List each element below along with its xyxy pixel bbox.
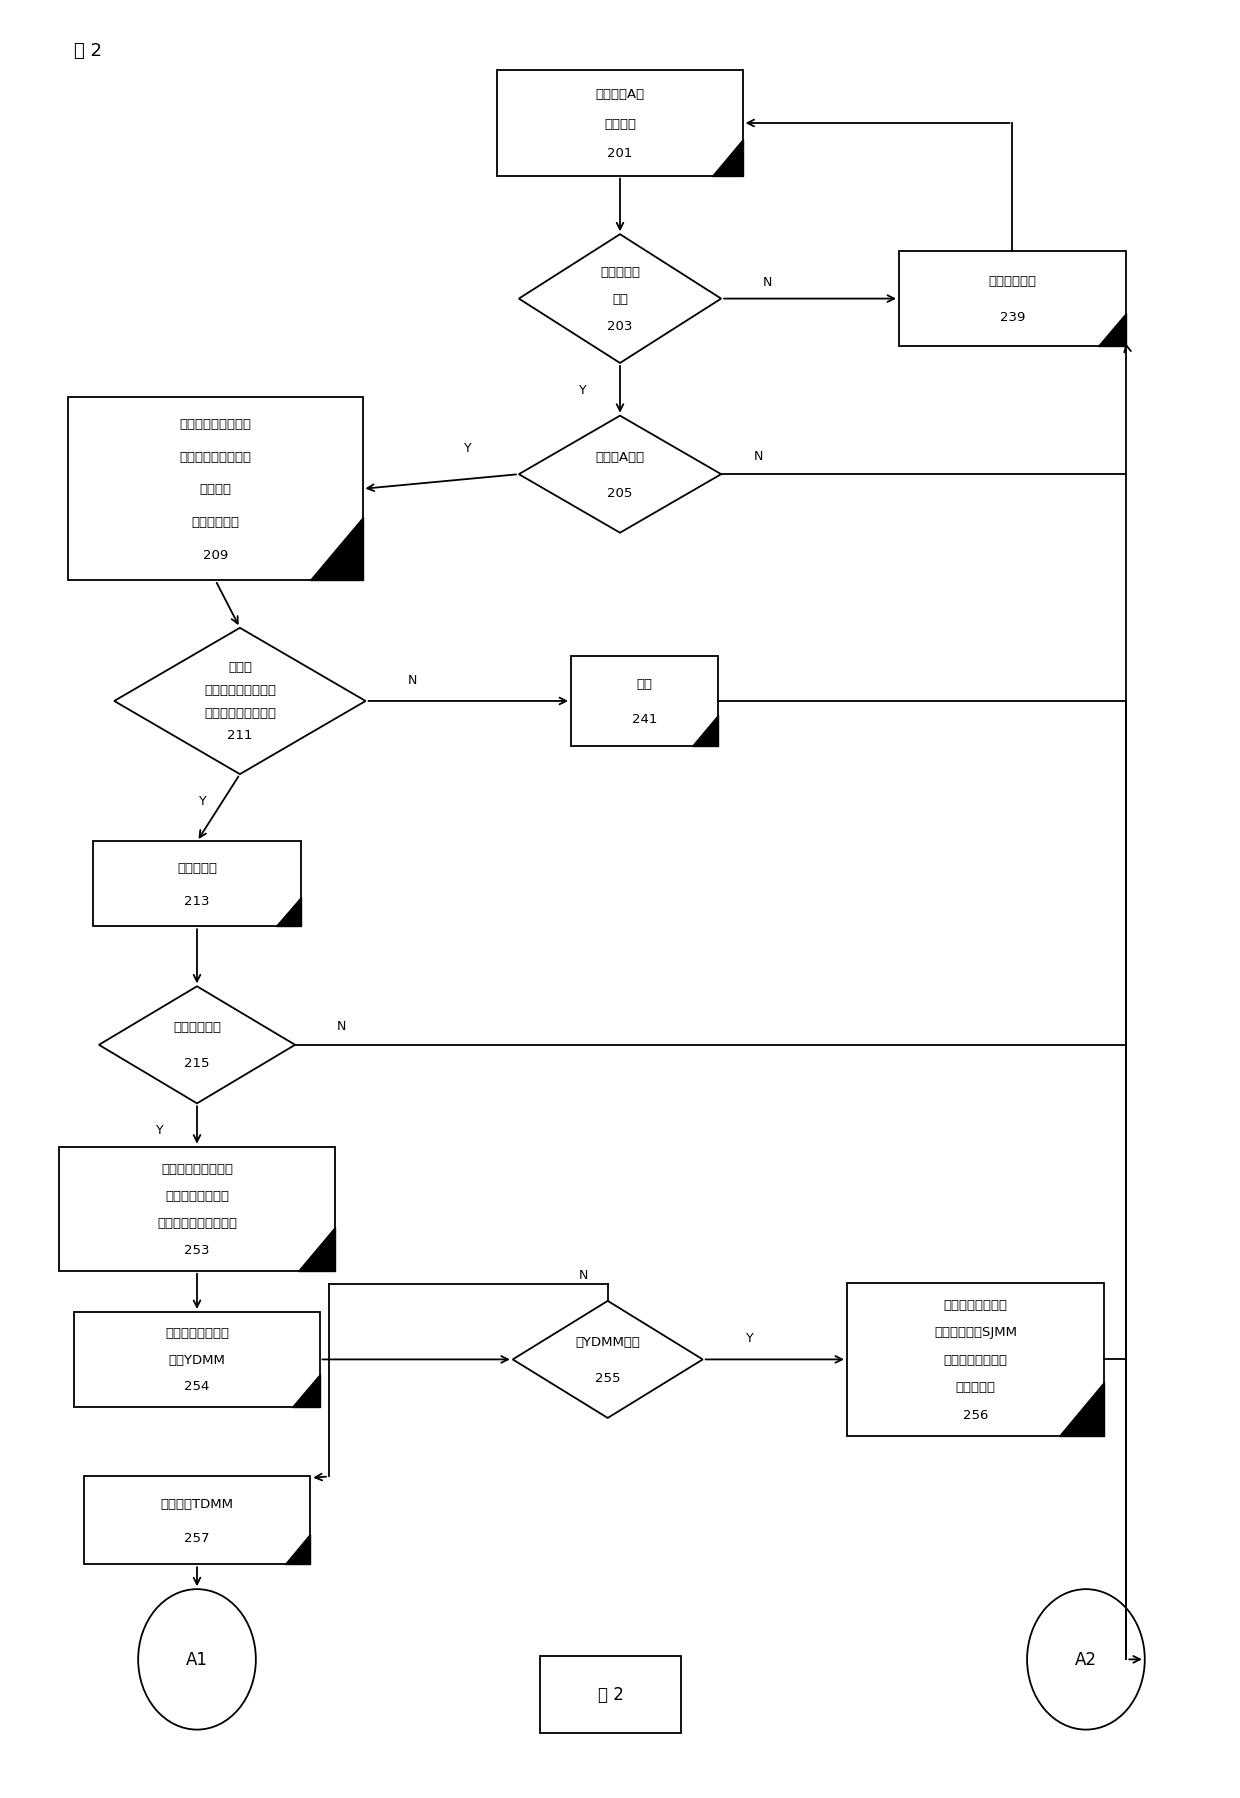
Text: 256: 256	[963, 1408, 988, 1420]
Polygon shape	[712, 140, 743, 176]
Text: 253: 253	[185, 1242, 210, 1257]
Text: 211: 211	[227, 728, 253, 743]
Text: A2: A2	[1075, 1651, 1097, 1669]
Text: 输入账号A和: 输入账号A和	[595, 88, 645, 101]
Text: 显示输入密码所需: 显示输入密码所需	[944, 1354, 1008, 1366]
Text: 判YDMM正确: 判YDMM正确	[575, 1336, 640, 1348]
Text: 203: 203	[608, 320, 632, 333]
Polygon shape	[310, 518, 362, 581]
Text: 209: 209	[203, 548, 228, 561]
Text: 提示已从密码组选: 提示已从密码组选	[944, 1298, 1008, 1311]
Text: 显示变换所需基础数据: 显示变换所需基础数据	[157, 1215, 237, 1230]
Text: N: N	[408, 672, 417, 687]
Text: 的基础数据: 的基础数据	[956, 1381, 996, 1393]
Polygon shape	[114, 629, 366, 775]
Text: 和账号对应的校验码: 和账号对应的校验码	[180, 450, 252, 464]
Text: 判图文字符: 判图文字符	[600, 266, 640, 279]
Text: 输入引导码: 输入引导码	[177, 861, 217, 874]
Text: 显示账号对应回应码: 显示账号对应回应码	[180, 417, 252, 432]
Text: Y: Y	[464, 442, 471, 455]
Text: Y: Y	[200, 795, 207, 807]
Text: 显示与该引导码对应: 显示与该引导码对应	[161, 1162, 233, 1174]
Bar	[68, 397, 362, 581]
Bar	[60, 1147, 335, 1271]
Bar	[497, 72, 743, 176]
Text: N: N	[753, 450, 763, 462]
Polygon shape	[692, 716, 718, 746]
Text: A1: A1	[186, 1651, 208, 1669]
Text: 图 2: 图 2	[598, 1685, 624, 1703]
Text: 205: 205	[608, 487, 632, 500]
Text: 变换输入TDMM: 变换输入TDMM	[160, 1498, 233, 1510]
Text: 判账号A存在: 判账号A存在	[595, 450, 645, 464]
Text: 257: 257	[185, 1530, 210, 1544]
Text: 201: 201	[608, 147, 632, 160]
Text: Y: Y	[156, 1124, 164, 1136]
Polygon shape	[299, 1228, 335, 1271]
Text: 判引导码正确: 判引导码正确	[174, 1021, 221, 1034]
Bar	[570, 656, 718, 746]
Polygon shape	[291, 1374, 320, 1408]
Text: 退出: 退出	[636, 678, 652, 690]
Text: 215: 215	[185, 1057, 210, 1070]
Text: 密码YDMM: 密码YDMM	[169, 1354, 226, 1366]
Polygon shape	[518, 417, 722, 534]
Text: N: N	[337, 1019, 346, 1032]
Text: 255: 255	[595, 1372, 620, 1384]
Circle shape	[1027, 1589, 1145, 1730]
Bar	[93, 841, 301, 926]
Bar	[899, 252, 1126, 347]
Polygon shape	[518, 236, 722, 363]
Bar	[83, 1476, 310, 1564]
Text: 判断服务方是否正确: 判断服务方是否正确	[203, 707, 277, 719]
Text: 所需基础数据: 所需基础数据	[191, 516, 239, 529]
Polygon shape	[512, 1302, 703, 1419]
Bar	[541, 1656, 681, 1733]
Polygon shape	[277, 897, 301, 926]
Polygon shape	[99, 987, 295, 1104]
Text: 更新图文字符: 更新图文字符	[988, 275, 1037, 288]
Circle shape	[138, 1589, 255, 1730]
Text: 241: 241	[632, 712, 657, 726]
Text: 取了哪条密码SJMM: 取了哪条密码SJMM	[934, 1325, 1017, 1340]
Text: 图 2: 图 2	[74, 41, 103, 59]
Text: 依据回应码和校验码: 依据回应码和校验码	[203, 683, 277, 698]
Text: 213: 213	[185, 894, 210, 908]
Text: 239: 239	[999, 311, 1025, 324]
Text: 254: 254	[185, 1379, 210, 1393]
Polygon shape	[285, 1534, 310, 1564]
Text: 使用者: 使用者	[228, 662, 252, 674]
Text: Y: Y	[745, 1331, 753, 1345]
Polygon shape	[1059, 1383, 1105, 1437]
Text: 的回应码与校验码: 的回应码与校验码	[165, 1188, 229, 1203]
Text: 输入与引导码对应: 输入与引导码对应	[165, 1327, 229, 1340]
Text: Y: Y	[579, 383, 587, 397]
Text: 正确: 正确	[613, 293, 627, 306]
Polygon shape	[1097, 313, 1126, 347]
Text: 图文字符: 图文字符	[604, 117, 636, 131]
Text: N: N	[579, 1268, 588, 1282]
Bar	[847, 1284, 1105, 1437]
Text: N: N	[763, 275, 773, 288]
Bar	[74, 1313, 320, 1408]
Text: 显示变换: 显示变换	[200, 484, 232, 496]
